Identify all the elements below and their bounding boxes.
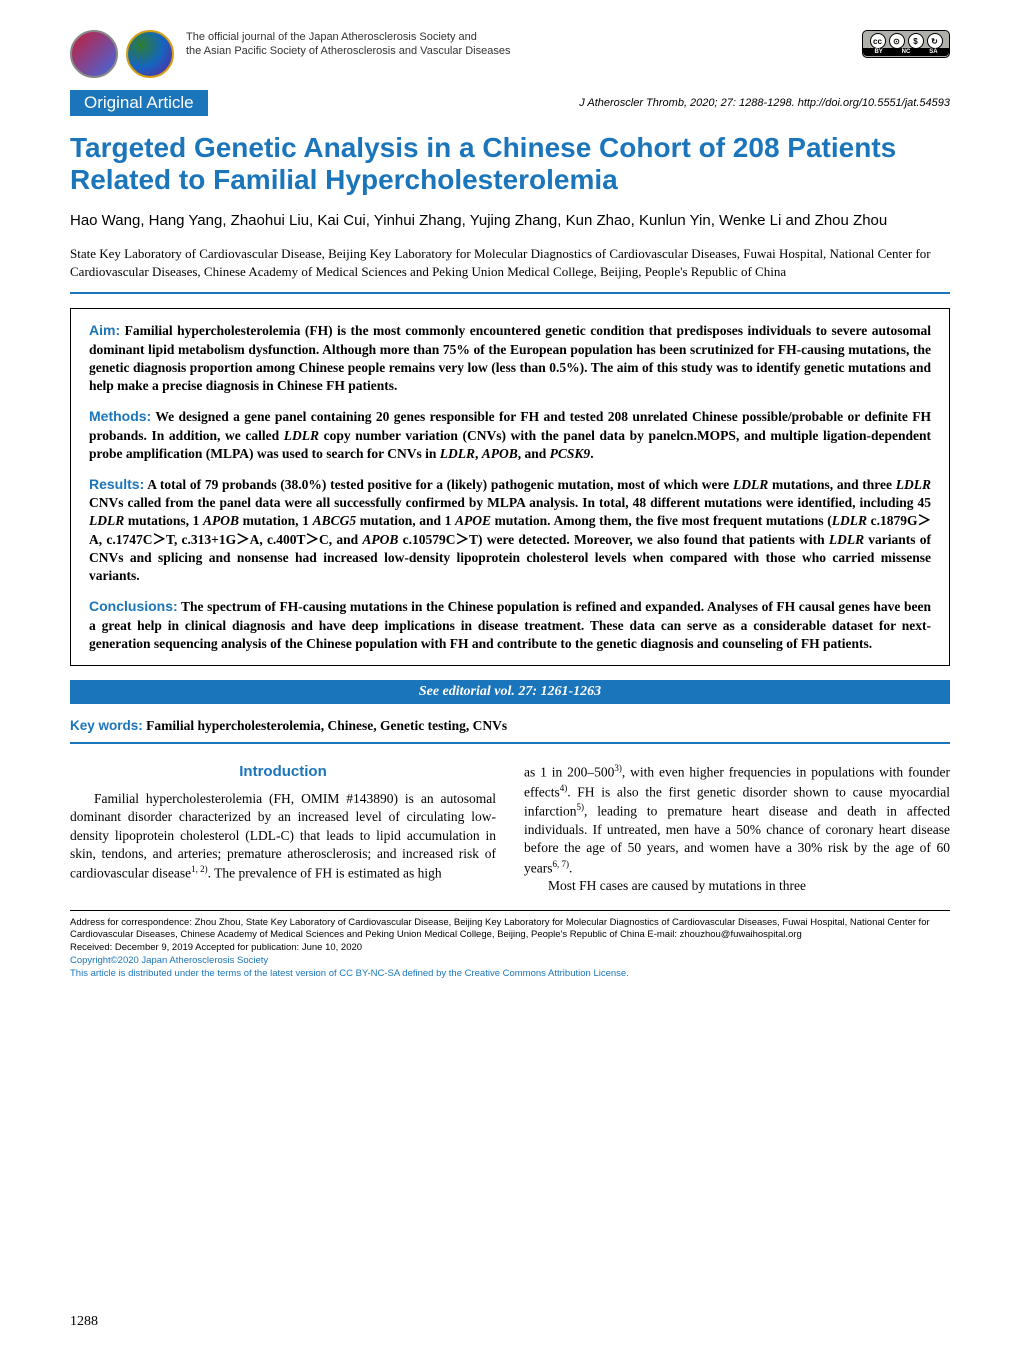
keywords-label: Key words: (70, 718, 143, 733)
copyright-text: Copyright©2020 Japan Atherosclerosis Soc… (70, 955, 950, 968)
apsavd-logo-icon (126, 30, 174, 78)
citation-text: J Atheroscler Thromb, 2020; 27: 1288-129… (579, 97, 950, 109)
divider-top (70, 292, 950, 294)
license-text: This article is distributed under the te… (70, 968, 950, 981)
cc-icon: cc (870, 33, 886, 49)
introduction-heading: Introduction (70, 762, 496, 782)
nc-icon: $ (908, 33, 924, 49)
abstract-methods: Methods: We designed a gene panel contai… (89, 407, 931, 463)
intro-paragraph-1: Familial hypercholesterolemia (FH, OMIM … (70, 790, 496, 883)
aim-label: Aim: (89, 322, 120, 338)
by-icon: ⊙ (889, 33, 905, 49)
conclusions-label: Conclusions: (89, 598, 178, 614)
methods-label: Methods: (89, 408, 151, 424)
abstract-results: Results: A total of 79 probands (38.0%) … (89, 475, 931, 585)
editorial-note-bar: See editorial vol. 27: 1261-1263 (70, 680, 950, 704)
body-columns: Introduction Familial hypercholesterolem… (70, 762, 950, 896)
journal-line-1: The official journal of the Japan Athero… (186, 31, 477, 43)
journal-line-2: the Asian Pacific Society of Atheroscler… (186, 45, 510, 57)
cc-label-sa: SA (929, 49, 937, 55)
article-type-row: Original Article J Atheroscler Thromb, 2… (70, 90, 950, 116)
abstract-conclusions: Conclusions: The spectrum of FH-causing … (89, 597, 931, 653)
aim-text: Familial hypercholesterolemia (FH) is th… (89, 323, 931, 393)
author-list: Hao Wang, Hang Yang, Zhaohui Liu, Kai Cu… (70, 210, 950, 231)
article-type-badge: Original Article (70, 90, 208, 116)
left-column: Introduction Familial hypercholesterolem… (70, 762, 496, 896)
footer-divider (70, 910, 950, 911)
page-number: 1288 (70, 1314, 98, 1330)
journal-description: The official journal of the Japan Athero… (186, 30, 862, 59)
footer-block: Address for correspondence: Zhou Zhou, S… (70, 917, 950, 981)
cc-license-badge-icon: cc ⊙ $ ↻ BY NC SA (862, 30, 950, 58)
keywords-text: Familial hypercholesterolemia, Chinese, … (143, 718, 507, 733)
intro-paragraph-1-cont: as 1 in 200–5003), with even higher freq… (524, 762, 950, 877)
sa-icon: ↻ (927, 33, 943, 49)
article-title: Targeted Genetic Analysis in a Chinese C… (70, 132, 950, 196)
jas-logo-icon (70, 30, 118, 78)
received-text: Received: December 9, 2019 Accepted for … (70, 942, 950, 955)
abstract-box: Aim: Familial hypercholesterolemia (FH) … (70, 308, 950, 666)
abstract-aim: Aim: Familial hypercholesterolemia (FH) … (89, 321, 931, 395)
cc-label-nc: NC (902, 49, 911, 55)
correspondence-text: Address for correspondence: Zhou Zhou, S… (70, 917, 950, 943)
intro-paragraph-2: Most FH cases are caused by mutations in… (524, 877, 950, 895)
affiliation-text: State Key Laboratory of Cardiovascular D… (70, 245, 950, 280)
keywords-row: Key words: Familial hypercholesterolemia… (70, 718, 950, 734)
header-row: The official journal of the Japan Athero… (70, 30, 950, 78)
right-column: as 1 in 200–5003), with even higher freq… (524, 762, 950, 896)
divider-bottom (70, 742, 950, 744)
cc-label-by: BY (874, 49, 882, 55)
results-label: Results: (89, 476, 144, 492)
conclusions-text: The spectrum of FH-causing mutations in … (89, 599, 931, 650)
